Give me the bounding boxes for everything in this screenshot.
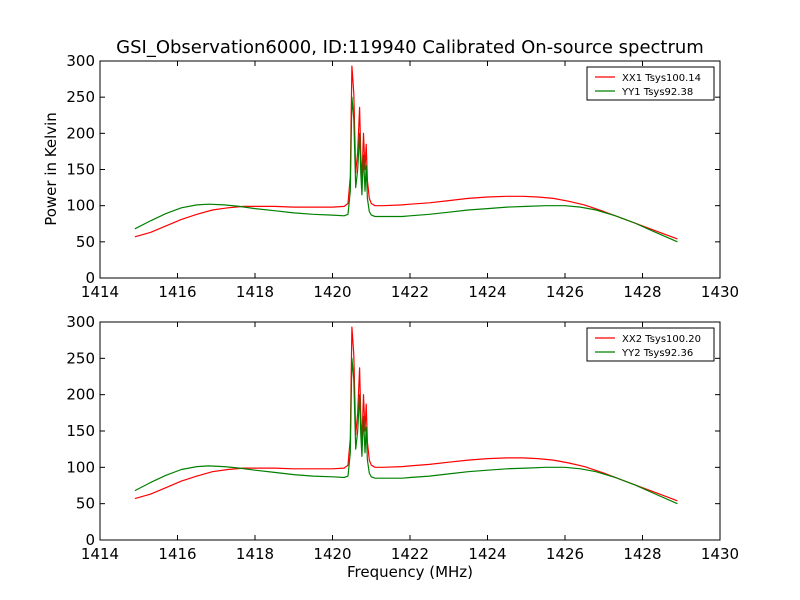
x-tick-label: 1418 [236, 545, 274, 563]
x-tick-label: 1424 [468, 283, 506, 301]
x-tick-label: 1416 [158, 283, 196, 301]
y-tick-label: 150 [66, 161, 95, 179]
y-tick-label: 200 [66, 124, 95, 142]
x-tick-label: 1414 [81, 283, 119, 301]
x-tick-label: 1428 [623, 283, 661, 301]
x-tick-label: 1418 [236, 283, 274, 301]
x-axis-label: Frequency (MHz) [347, 563, 473, 581]
legend-label: XX2 Tsys100.20 [622, 334, 701, 345]
x-tick-label: 1430 [701, 283, 739, 301]
series-line-yy [134, 357, 678, 505]
y-tick-label: 200 [66, 386, 95, 404]
y-tick-label: 0 [85, 531, 95, 549]
y-tick-label: 50 [76, 495, 95, 513]
chart-title: GSI_Observation6000, ID:119940 Calibrate… [116, 37, 704, 58]
legend-box [586, 327, 715, 362]
legend-label: YY1 Tsys92.38 [621, 87, 693, 98]
series-line-yy [134, 96, 678, 243]
y-tick-label: 250 [66, 349, 95, 367]
x-tick-label: 1428 [623, 545, 661, 563]
y-tick-label: 300 [66, 313, 95, 331]
y-tick-label: 100 [66, 458, 95, 476]
x-tick-label: 1414 [81, 545, 119, 563]
y-tick-label: 100 [66, 197, 95, 215]
legend-box [586, 66, 715, 101]
x-tick-label: 1426 [546, 283, 584, 301]
x-tick-label: 1422 [391, 283, 429, 301]
legend-label: XX1 Tsys100.14 [622, 73, 701, 84]
x-tick-label: 1420 [313, 545, 351, 563]
x-tick-label: 1426 [546, 545, 584, 563]
series-line-xx [134, 65, 678, 240]
x-tick-label: 1420 [313, 283, 351, 301]
x-tick-label: 1422 [391, 545, 429, 563]
series-line-xx [134, 326, 678, 502]
y-tick-label: 300 [66, 52, 95, 70]
y-tick-label: 0 [85, 269, 95, 287]
top-panel: 1414 1416 1418 1420 1422 1424 1426 1428 1430 0 50 1… [66, 52, 739, 301]
y-tick-label: 50 [76, 233, 95, 251]
x-tick-label: 1424 [468, 545, 506, 563]
y-axis-label: Power in Kelvin [42, 112, 60, 226]
y-tick-label: 250 [66, 88, 95, 106]
legend-label: YY2 Tsys92.36 [621, 348, 693, 359]
y-tick-label: 150 [66, 422, 95, 440]
bottom-panel: 1414 1416 1418 1420 1422 1424 1426 1428 1430 0 50 1… [66, 313, 739, 563]
x-tick-label: 1416 [158, 545, 196, 563]
x-tick-label: 1430 [701, 545, 739, 563]
